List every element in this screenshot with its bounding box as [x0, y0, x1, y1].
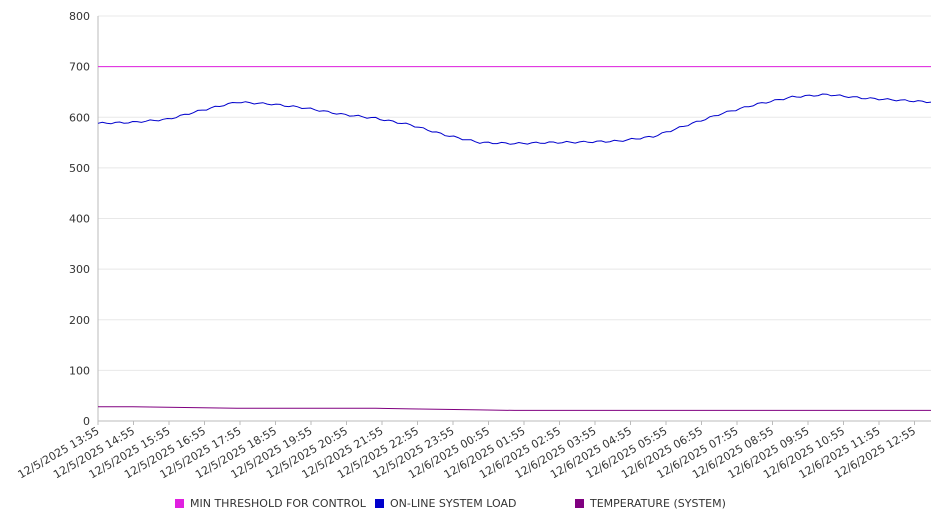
y-tick-label: 0	[83, 415, 90, 428]
y-tick-label: 100	[69, 364, 90, 377]
y-tick-label: 400	[69, 213, 90, 226]
series-line-1	[97, 93, 932, 145]
legend-label-system-load: ON-LINE SYSTEM LOAD	[390, 497, 517, 510]
legend: MIN THRESHOLD FOR CONTROL ON-LINE SYSTEM…	[0, 497, 946, 517]
y-tick-label: 300	[69, 263, 90, 276]
legend-label-temperature: TEMPERATURE (SYSTEM)	[590, 497, 726, 510]
legend-item-temperature[interactable]: TEMPERATURE (SYSTEM)	[575, 497, 726, 510]
legend-item-min-threshold[interactable]: MIN THRESHOLD FOR CONTROL	[175, 497, 366, 510]
series-line-2	[98, 406, 931, 411]
legend-swatch-min-threshold	[175, 499, 184, 508]
y-tick-label: 600	[69, 111, 90, 124]
y-tick-labels: 0 100 200 300 400 500 600 700 800	[69, 10, 90, 428]
y-tick-label: 500	[69, 162, 90, 175]
y-tick-label: 200	[69, 314, 90, 327]
legend-swatch-system-load	[375, 499, 384, 508]
legend-item-system-load[interactable]: ON-LINE SYSTEM LOAD	[375, 497, 516, 510]
legend-swatch-temperature	[575, 499, 584, 508]
series-lines	[97, 66, 932, 411]
legend-label-min-threshold: MIN THRESHOLD FOR CONTROL	[190, 497, 366, 510]
y-tick-label: 800	[69, 10, 90, 23]
y-tick-label: 700	[69, 61, 90, 74]
axes	[97, 16, 931, 425]
grid-lines	[98, 15, 931, 422]
